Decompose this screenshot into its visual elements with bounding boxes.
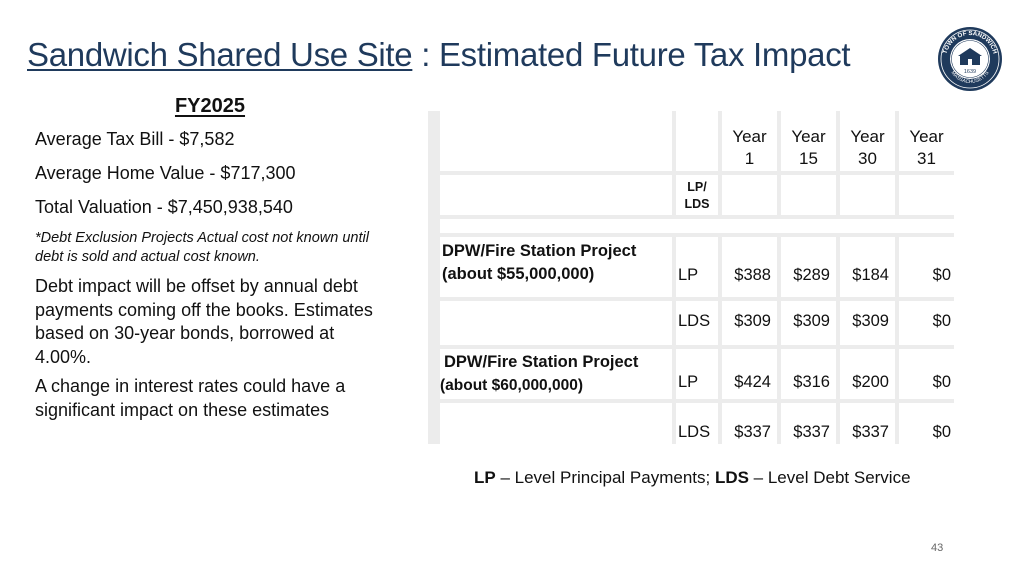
page-title: Sandwich Shared Use Site : Estimated Fut… [27, 36, 851, 74]
project-2-row-1-value: $200 [840, 349, 895, 399]
town-seal-icon: TOWN OF SANDWICH MASSACHUSETTS 1639 [938, 27, 1002, 91]
project-2-row-1-type: LP [676, 349, 718, 399]
project-2-label: DPW/Fire Station Project (about $60,000,0… [440, 349, 672, 399]
summary-panel: FY2025 Average Tax Bill - $7,582 Average… [35, 95, 385, 428]
project-2-row-2-value: $337 [840, 403, 895, 444]
project-1-label: DPW/Fire Station Project (about $55,000,0… [440, 237, 672, 297]
header-year-15: Year 15 [781, 111, 836, 171]
table-cell [440, 301, 672, 345]
legend-lp-desc: – Level Principal Payments; [495, 468, 715, 487]
title-rest: : Estimated Future Tax Impact [412, 36, 851, 73]
table-cell [440, 175, 672, 215]
project-2-row-1-value: $424 [722, 349, 777, 399]
table-spacer [440, 219, 954, 233]
project-2-row-2-type: LDS [676, 403, 718, 444]
debt-offset-paragraph: Debt impact will be offset by annual deb… [35, 276, 373, 367]
project-1-row-1-type: LP [676, 237, 718, 297]
table-cell [440, 403, 672, 444]
table-cell [781, 175, 836, 215]
project-2-row-1-value: $316 [781, 349, 836, 399]
table-cell [722, 175, 777, 215]
header-year-1: Year 1 [722, 111, 777, 171]
legend-lds-desc: – Level Debt Service [748, 468, 911, 487]
table-cell [899, 175, 954, 215]
header-year-30: Year 30 [840, 111, 895, 171]
legend-lds: LDS [714, 468, 749, 487]
project-1-row-1-value: $0 [899, 237, 954, 297]
total-valuation: Total Valuation - $7,450,938,540 [35, 197, 293, 217]
project-2-row-2-value: $337 [722, 403, 777, 444]
project-2-row-2-value: $0 [899, 403, 954, 444]
project-1-row-2-value: $0 [899, 301, 954, 345]
project-2-row-2-value: $337 [781, 403, 836, 444]
fiscal-year-heading: FY2025 [174, 95, 246, 117]
project-1-row-2-type: LDS [676, 301, 718, 345]
project-1-row-2-value: $309 [840, 301, 895, 345]
header-year-31: Year 31 [899, 111, 954, 171]
table-cell [440, 111, 672, 171]
average-tax-bill: Average Tax Bill - $7,582 [35, 129, 235, 149]
tax-impact-table: Year 1 Year 15 Year 30 Year 31 LP/LDS DPW/Fi… [428, 111, 954, 444]
project-1-row-1-value: $388 [722, 237, 777, 297]
debt-exclusion-note: *Debt Exclusion Projects Actual cost not… [35, 230, 369, 265]
table-cell [840, 175, 895, 215]
table-cell [676, 111, 718, 171]
project-1-row-2-value: $309 [722, 301, 777, 345]
legend-lp: LP [474, 468, 496, 487]
project-1-row-1-value: $184 [840, 237, 895, 297]
page-number: 43 [931, 542, 944, 554]
header-type: LP/LDS [676, 175, 718, 215]
project-2-row-1-value: $0 [899, 349, 954, 399]
average-home-value: Average Home Value - $717,300 [35, 163, 296, 183]
seal-year: 1639 [964, 69, 976, 75]
site-link[interactable]: Sandwich Shared Use Site [27, 36, 413, 73]
project-1-row-1-value: $289 [781, 237, 836, 297]
project-1-row-2-value: $309 [781, 301, 836, 345]
table-legend: LP – Level Principal Payments; LDS – Lev… [474, 468, 911, 488]
interest-rate-paragraph: A change in interest rates could have a … [35, 376, 346, 420]
